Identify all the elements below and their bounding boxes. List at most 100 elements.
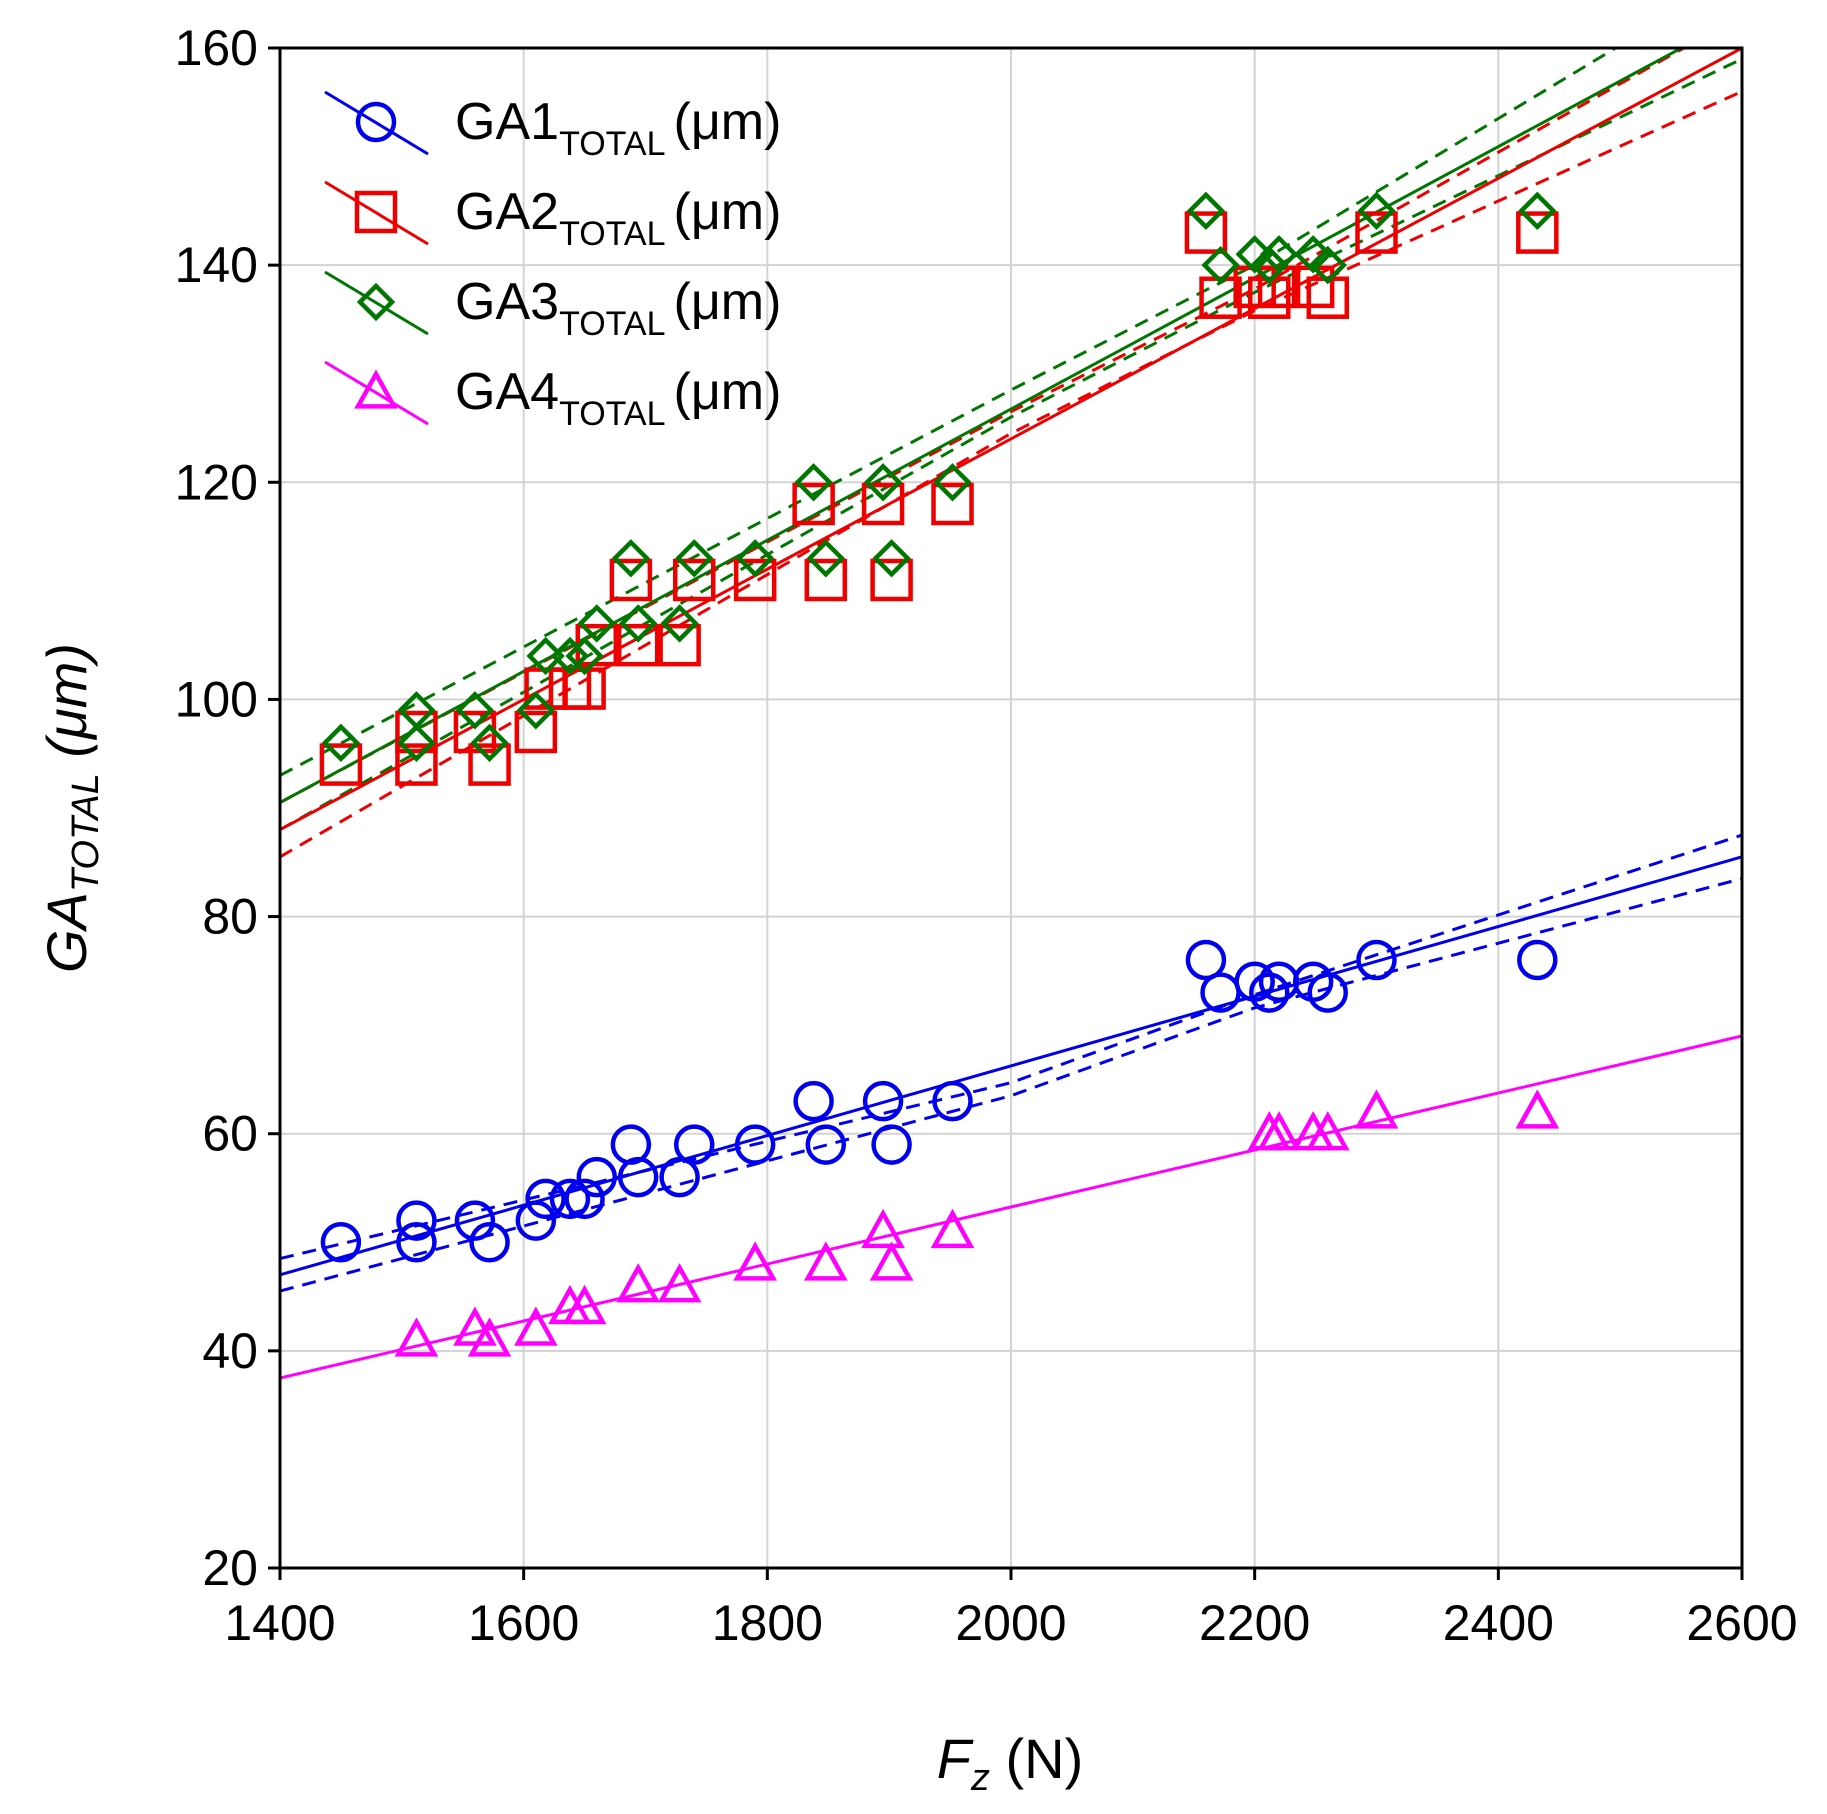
ga3-point bbox=[660, 604, 699, 643]
legend-ga1-label-unit: (μm) bbox=[674, 93, 782, 151]
legend-ga4-marker bbox=[354, 369, 398, 409]
legend-ga3-label-unit: (μm) bbox=[674, 273, 782, 331]
ga3-point bbox=[470, 723, 509, 763]
ga2-point bbox=[672, 558, 716, 602]
ga2-point bbox=[319, 743, 363, 786]
ga3-point bbox=[565, 636, 604, 676]
ga1-point bbox=[576, 1156, 618, 1198]
ga2-point bbox=[658, 623, 701, 667]
ga3-point bbox=[455, 691, 495, 730]
ga3-point bbox=[1293, 235, 1333, 274]
legend-ga2-label-unit: (μm) bbox=[674, 183, 782, 241]
ga3-point bbox=[619, 604, 658, 643]
ga1-point bbox=[1356, 939, 1397, 981]
y-tick-label: 60 bbox=[202, 1106, 258, 1162]
legend-item-ga1: GA1TOTAL (μm) bbox=[324, 90, 782, 163]
ga1-point bbox=[549, 1178, 591, 1220]
x-tick-label: 2400 bbox=[1443, 1595, 1554, 1651]
ga3-point bbox=[735, 539, 775, 578]
ga1-point bbox=[673, 1124, 715, 1165]
ga3-point bbox=[1186, 191, 1226, 231]
x-axis-title-main: F bbox=[937, 1727, 974, 1790]
x-axis-title-unit: (N) bbox=[990, 1727, 1083, 1790]
legend-ga4-label-unit: (μm) bbox=[674, 363, 782, 421]
ga1-point bbox=[734, 1124, 776, 1165]
ga2-point bbox=[792, 482, 835, 526]
ga2-point bbox=[1355, 211, 1398, 254]
ga4-point bbox=[733, 1241, 777, 1281]
ga1-points bbox=[320, 939, 1558, 1263]
ga1-point bbox=[1517, 939, 1558, 981]
ga4-point bbox=[1257, 1111, 1301, 1151]
legend-ga2-label-sub: TOTAL bbox=[559, 215, 665, 253]
y-axis-title-unit: (μm) bbox=[35, 643, 98, 773]
x-axis-ticks: 1400 1600 1800 2000 2200 2400 2600 bbox=[224, 1568, 1798, 1651]
legend-ga2-label: GA2TOTAL (μm) bbox=[455, 183, 781, 253]
ga3-point bbox=[397, 723, 436, 763]
ga3-point bbox=[863, 463, 903, 502]
ga1-point bbox=[469, 1222, 510, 1263]
legend-ga2-marker bbox=[354, 190, 398, 234]
legend-ga1-marker bbox=[355, 101, 397, 143]
grid bbox=[280, 48, 1742, 1568]
ga2-point bbox=[616, 623, 660, 667]
ga2-point bbox=[870, 558, 913, 602]
ga4-point bbox=[657, 1263, 702, 1303]
ga1-point bbox=[396, 1222, 437, 1263]
ga1-point bbox=[454, 1200, 496, 1241]
ga3-point bbox=[675, 539, 714, 578]
legend-ga3-label-main: GA3 bbox=[455, 273, 559, 331]
legend-item-ga3: GA3TOTAL (μm) bbox=[324, 270, 782, 343]
legend-ga4-line bbox=[324, 360, 429, 426]
ga3-ci-lower-band bbox=[280, 57, 1742, 832]
legend-ga4-label-main: GA4 bbox=[455, 363, 559, 421]
ga3-point bbox=[872, 539, 911, 578]
ga4-fit-line bbox=[280, 1034, 1742, 1380]
x-tick-label: 1400 bbox=[224, 1595, 335, 1651]
ga3-point bbox=[1201, 245, 1240, 285]
ga3-point bbox=[550, 636, 590, 676]
ga2-point bbox=[1516, 211, 1559, 254]
y-tick-label: 140 bbox=[175, 237, 258, 293]
x-tick-label: 1800 bbox=[712, 1595, 823, 1651]
ga3-fit-line bbox=[280, 48, 1685, 804]
ga2-point bbox=[1184, 211, 1228, 254]
ga2-point bbox=[804, 558, 848, 602]
ga1-point bbox=[862, 1080, 904, 1122]
ga3-point bbox=[1308, 245, 1347, 285]
ga4-point bbox=[616, 1263, 661, 1303]
legend-ga3-label-sub: TOTAL bbox=[559, 305, 665, 343]
ga3-point bbox=[516, 691, 556, 730]
ga3-point bbox=[611, 539, 651, 578]
ga1-point bbox=[564, 1178, 605, 1220]
ga2-point bbox=[395, 710, 438, 754]
ga3-point bbox=[1357, 191, 1396, 231]
y-tick-label: 100 bbox=[175, 671, 258, 727]
ga2-fit-line bbox=[280, 48, 1742, 832]
ga3-point bbox=[1250, 245, 1289, 285]
ga4-point bbox=[861, 1208, 905, 1249]
ga2-points bbox=[319, 211, 1559, 786]
ga1-point bbox=[525, 1178, 566, 1220]
legend-ga2-line bbox=[324, 180, 429, 246]
ga1-point bbox=[515, 1200, 557, 1241]
ga4-point bbox=[1354, 1089, 1399, 1129]
ga1-point bbox=[659, 1156, 700, 1198]
ga3-point bbox=[806, 539, 845, 578]
legend-ga3-marker bbox=[356, 282, 396, 322]
ga2-point bbox=[861, 482, 905, 526]
ga1-point bbox=[617, 1156, 659, 1198]
legend-ga1-label-sub: TOTAL bbox=[559, 125, 665, 163]
ga4-point bbox=[803, 1241, 848, 1281]
ga2-point bbox=[609, 558, 653, 602]
y-tick-label: 120 bbox=[175, 454, 258, 510]
legend-ga1-line bbox=[324, 90, 429, 156]
ga4-point bbox=[930, 1208, 975, 1249]
ga4-point bbox=[467, 1317, 512, 1357]
y-tick-label: 160 bbox=[175, 20, 258, 76]
ga4-point bbox=[394, 1317, 439, 1357]
ga4-point bbox=[562, 1284, 607, 1325]
ga3-point bbox=[321, 723, 361, 763]
y-tick-label: 40 bbox=[202, 1323, 258, 1379]
